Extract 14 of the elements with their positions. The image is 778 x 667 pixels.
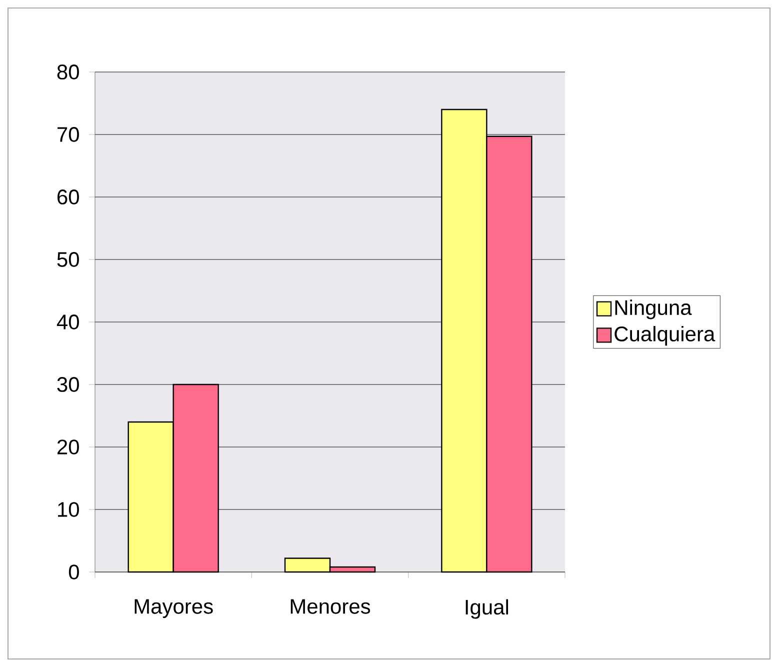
y-tick-label: 80 [57,64,79,80]
legend-label: Cualquiera [614,326,716,346]
y-tick-label: 20 [57,440,79,454]
y-tick-label: 50 [57,252,79,267]
y-tick-label: 10 [58,502,79,517]
legend-label: Ninguna [615,300,692,320]
y-tick-label: 60 [58,190,79,204]
x-tick-label: Igual [466,599,508,619]
x-tick-label: Mayores [134,599,213,618]
y-tick-label: 0 [68,564,79,580]
x-tick-label: Menores [290,599,370,614]
y-tick-label: 30 [57,377,79,392]
y-tick-label: 70 [58,127,79,142]
y-tick-label: 40 [56,314,79,330]
